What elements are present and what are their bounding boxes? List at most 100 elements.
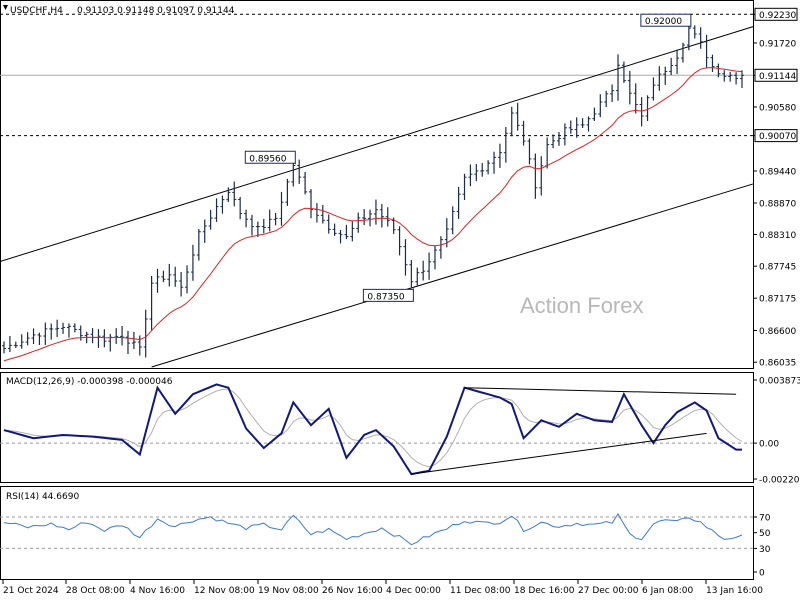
collapse-arrow-icon[interactable] — [3, 5, 8, 10]
price-annotation-box — [362, 288, 414, 302]
time-tick-label: 6 Jan 08:00 — [642, 586, 694, 596]
ohlc-bar — [509, 106, 514, 137]
ohlc-bar — [19, 334, 24, 349]
ohlc-bar — [285, 178, 290, 206]
ohlc-bar — [497, 143, 502, 168]
ohlc-bar — [309, 189, 314, 219]
ohlc-bar — [72, 323, 77, 333]
ohlc-bar — [350, 221, 355, 242]
time-tick-label: 21 Oct 2024 — [3, 586, 59, 596]
price-tick-label: 0.86600 — [759, 327, 796, 337]
macd-panel-frame — [0, 372, 754, 483]
ohlc-bar — [675, 49, 680, 75]
macd-trendline-2 — [464, 387, 737, 395]
ohlc-bar — [680, 42, 685, 63]
ohlc-bar — [686, 24, 691, 51]
ohlc-bar — [368, 209, 373, 227]
time-tick-label: 13 Jan 16:00 — [706, 586, 763, 596]
ohlc-bar — [362, 209, 367, 226]
symbol-label: USDCHF,H4 — [10, 6, 63, 16]
ohlc-bar — [314, 203, 319, 223]
ohlc-bar — [621, 61, 626, 83]
ohlc-bar — [627, 70, 632, 105]
ohlc-bar — [208, 209, 213, 230]
ohlc-bar — [114, 328, 119, 344]
time-tick-label: 4 Nov 16:00 — [130, 586, 185, 596]
price-tag-box — [754, 68, 798, 82]
ohlc-bar — [474, 164, 479, 182]
price-annotation-label: 0.89560 — [249, 154, 286, 164]
ohlc-bar — [657, 66, 662, 91]
price-tick-label: 0.87745 — [759, 263, 796, 273]
price-annotation-label: 0.87350 — [367, 292, 404, 302]
channel-line-2 — [151, 183, 754, 368]
ohlc-bar — [610, 84, 615, 103]
axis-layer: 0.92230 0.91720 0.91144 0.90580 0.90070 0.894… — [2, 7, 800, 596]
rsi-tick-label: 0 — [759, 569, 765, 579]
ohlc-bar — [131, 331, 136, 350]
ohlc-bar — [49, 323, 54, 340]
ohlc-bar — [25, 332, 30, 346]
price-tick-label: 0.89440 — [759, 167, 796, 177]
ohlc-bar — [710, 54, 715, 72]
ohlc-bar — [344, 224, 349, 240]
ohlc-bar — [527, 138, 532, 165]
ohlc-bars — [2, 24, 744, 358]
ohlc-bar — [450, 206, 455, 235]
price-tick-label: 0.88310 — [759, 231, 796, 241]
time-tick-label: 11 Dec 08:00 — [450, 586, 511, 596]
ohlc-bar — [551, 134, 556, 149]
ohlc-bar — [373, 199, 378, 225]
rsi-line — [3, 512, 743, 546]
rsi-tick-label: 70 — [759, 513, 771, 523]
macd-label: MACD(12,26,9) -0.000398 -0.000046 — [6, 377, 173, 387]
price-tick-label: 0.92230 — [759, 11, 796, 21]
ohlc-bar — [61, 322, 66, 334]
ohlc-label: 0.91103 0.91148 0.91097 0.91144 — [77, 6, 235, 16]
price-annotation-label: 0.92000 — [645, 17, 682, 27]
macd-line — [3, 383, 742, 476]
rsi-tick-label: 50 — [759, 529, 771, 539]
ohlc-bar — [249, 214, 254, 236]
ohlc-bar — [173, 266, 178, 287]
ohlc-bar — [468, 164, 473, 187]
ohlc-bar — [185, 265, 190, 294]
watermark: Action Forex — [520, 293, 644, 318]
ohlc-bar — [480, 163, 485, 177]
time-tick-label: 28 Oct 08:00 — [66, 586, 125, 596]
ohlc-bar — [432, 245, 437, 270]
price-tick-label: 0.91720 — [759, 39, 796, 49]
price-tick-label: 0.90070 — [759, 132, 796, 142]
ohlc-bar — [598, 94, 603, 118]
ohlc-bar — [338, 229, 343, 244]
ohlc-bar — [108, 333, 113, 352]
ohlc-bar — [356, 212, 361, 233]
ohlc-bar — [556, 131, 561, 146]
price-tick-label: 0.87175 — [759, 295, 796, 305]
ohlc-bar — [645, 95, 650, 122]
ohlc-bar — [202, 219, 207, 243]
ohlc-bar — [137, 335, 142, 356]
price-tag-box — [754, 129, 798, 143]
ohlc-bar — [633, 83, 638, 114]
ohlc-bar — [486, 160, 491, 175]
ohlc-bar — [303, 171, 308, 195]
ohlc-bar — [297, 159, 302, 184]
price-tick-label: 0.86035 — [759, 359, 796, 369]
ohlc-bar — [722, 70, 727, 82]
rsi-layer — [0, 512, 753, 549]
ohlc-bar — [539, 156, 544, 196]
time-tick-label: 4 Dec 00:00 — [386, 586, 441, 596]
ohlc-bar — [96, 329, 101, 349]
ohlc-bar — [143, 309, 148, 358]
ohlc-bar — [326, 214, 331, 234]
ohlc-bar — [31, 328, 36, 345]
ohlc-bar — [226, 187, 231, 203]
ohlc-bar — [409, 259, 414, 288]
ohlc-bar — [403, 239, 408, 276]
ohlc-bar — [255, 221, 260, 238]
ohlc-bar — [149, 275, 154, 331]
ohlc-bar — [604, 90, 609, 107]
price-tag-box — [754, 7, 798, 21]
